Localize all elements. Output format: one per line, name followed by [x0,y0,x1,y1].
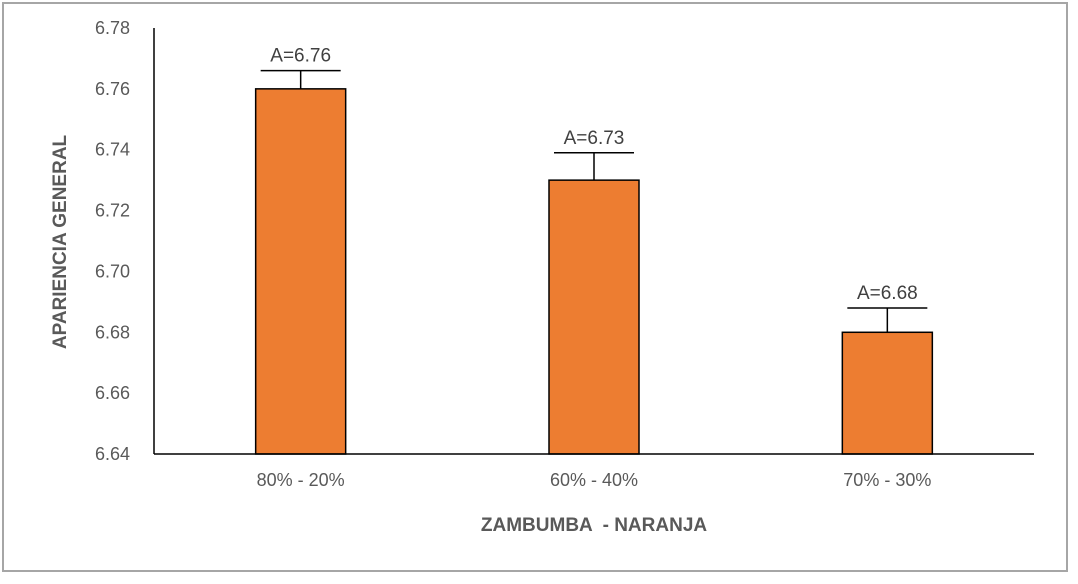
x-category-label: 60% - 40% [550,470,638,490]
data-label: A=6.73 [564,128,625,149]
y-tick-label: 6.72 [95,201,130,221]
y-tick-label: 6.68 [95,322,130,342]
y-tick-label: 6.66 [95,383,130,403]
x-category-label: 70% - 30% [843,470,931,490]
data-labels: A=6.76 A=6.73 A=6.68 [270,46,917,304]
data-label: A=6.68 [857,283,918,304]
y-tick-label: 6.76 [95,79,130,99]
y-tick-label: 6.74 [95,140,130,160]
chart-frame [2,2,1068,572]
y-axis-title: APARIENCIA GENERAL [50,134,71,349]
x-category-labels: 80% - 20% 60% - 40% 70% - 30% [257,470,932,490]
bar [254,88,347,455]
y-tick-labels: 6.64 6.66 6.68 6.70 6.72 6.74 6.76 6.78 [95,18,130,464]
y-tick-label: 6.78 [95,18,130,38]
error-bars [260,69,928,333]
y-tick-label: 6.64 [95,444,130,464]
y-tick-label: 6.70 [95,261,130,281]
data-label: A=6.76 [270,46,331,67]
x-axis-title: ZAMBUMBA - NARANJA [481,515,707,536]
bar [548,179,640,455]
bar [841,331,934,455]
x-category-label: 80% - 20% [257,470,345,490]
